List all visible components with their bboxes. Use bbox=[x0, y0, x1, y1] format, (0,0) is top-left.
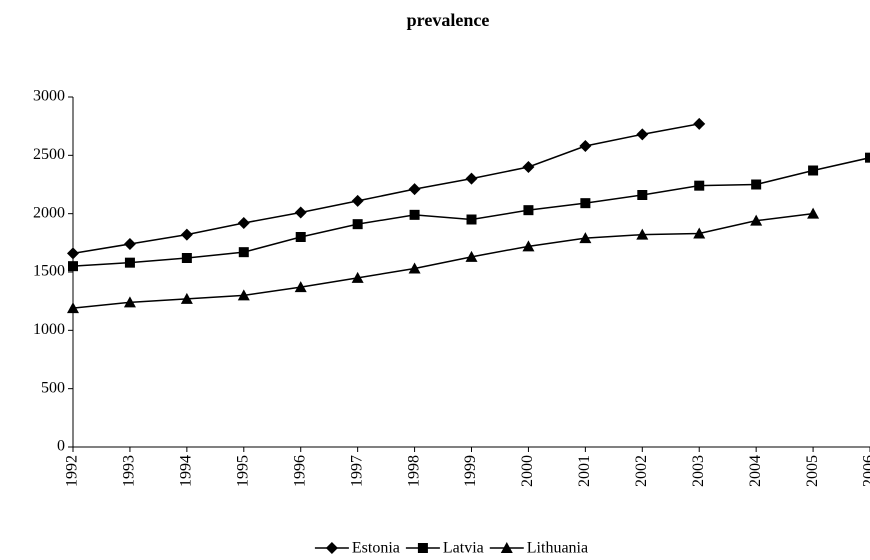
marker bbox=[465, 250, 478, 262]
y-tick-label: 2500 bbox=[33, 146, 65, 163]
x-tick-label: 1998 bbox=[405, 455, 422, 487]
marker bbox=[67, 247, 79, 260]
marker bbox=[693, 227, 706, 239]
y-tick-label: 1500 bbox=[33, 263, 65, 280]
y-tick-label: 500 bbox=[41, 379, 65, 396]
x-tick-label: 1997 bbox=[348, 455, 365, 487]
marker bbox=[237, 289, 250, 301]
marker bbox=[865, 152, 870, 163]
marker bbox=[180, 228, 193, 241]
x-tick-label: 2001 bbox=[576, 455, 593, 487]
legend-label: Estonia bbox=[352, 540, 400, 557]
series-line bbox=[72, 123, 700, 255]
marker bbox=[294, 206, 307, 219]
marker bbox=[465, 172, 478, 185]
x-tick-label: 2005 bbox=[804, 455, 821, 487]
x-tick-label: 1994 bbox=[178, 455, 195, 487]
legend: Estonia Latvia Lithuania bbox=[314, 540, 588, 557]
marker bbox=[67, 302, 79, 314]
legend-item: Lithuania bbox=[489, 540, 588, 557]
x-tick-label: 1999 bbox=[462, 455, 479, 487]
x-tick-label: 2004 bbox=[747, 455, 764, 487]
marker bbox=[238, 247, 249, 258]
x-tick-label: 2006 bbox=[861, 455, 870, 487]
legend-label: Lithuania bbox=[527, 540, 588, 557]
y-tick-label: 3000 bbox=[33, 88, 65, 105]
marker bbox=[351, 194, 364, 207]
legend-label: Latvia bbox=[443, 540, 484, 557]
marker bbox=[580, 198, 591, 209]
marker bbox=[523, 205, 534, 216]
legend-item: Latvia bbox=[405, 540, 484, 557]
marker bbox=[636, 228, 649, 240]
marker bbox=[408, 183, 421, 196]
marker bbox=[294, 281, 307, 293]
marker bbox=[637, 190, 648, 200]
y-tick-label: 0 bbox=[57, 438, 65, 455]
marker bbox=[351, 271, 364, 283]
marker bbox=[68, 261, 78, 272]
marker bbox=[237, 217, 250, 229]
marker bbox=[636, 128, 649, 141]
marker bbox=[466, 214, 477, 225]
marker bbox=[694, 180, 705, 191]
marker bbox=[123, 296, 136, 308]
marker bbox=[579, 140, 592, 152]
x-tick-label: 1995 bbox=[234, 455, 251, 487]
legend-marker bbox=[500, 542, 513, 553]
marker bbox=[295, 232, 306, 242]
marker bbox=[693, 117, 706, 130]
x-tick-label: 1993 bbox=[121, 455, 138, 487]
marker bbox=[751, 179, 762, 190]
marker bbox=[181, 253, 192, 263]
marker bbox=[579, 232, 592, 244]
marker bbox=[808, 165, 819, 176]
x-tick-label: 1992 bbox=[64, 455, 81, 487]
marker bbox=[408, 262, 421, 274]
marker bbox=[522, 161, 535, 173]
x-tick-label: 2002 bbox=[633, 455, 650, 487]
marker bbox=[807, 207, 820, 219]
x-tick-label: 1996 bbox=[291, 455, 308, 487]
y-tick-label: 1000 bbox=[33, 321, 65, 338]
x-tick-label: 2000 bbox=[519, 455, 536, 487]
legend-marker bbox=[325, 542, 338, 554]
marker bbox=[180, 292, 193, 304]
marker bbox=[124, 257, 135, 268]
y-tick-label: 2000 bbox=[33, 204, 65, 221]
marker bbox=[409, 209, 420, 220]
marker bbox=[123, 238, 136, 250]
marker bbox=[352, 219, 363, 230]
marker bbox=[522, 240, 535, 252]
marker bbox=[750, 214, 763, 226]
legend-item: Estonia bbox=[314, 540, 400, 557]
series-line bbox=[72, 212, 814, 309]
legend-marker bbox=[417, 543, 428, 553]
x-tick-label: 2003 bbox=[690, 455, 707, 487]
chart-title: prevalence bbox=[407, 10, 490, 30]
